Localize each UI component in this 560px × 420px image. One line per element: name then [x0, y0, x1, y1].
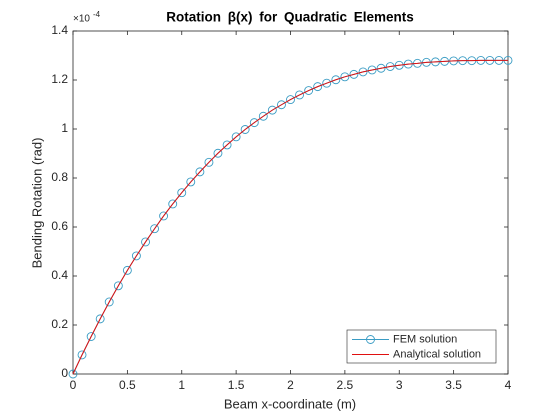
data-point — [213, 148, 223, 158]
x-tick-label: 2 — [287, 378, 294, 392]
y-tick-label: 0.6 — [51, 219, 68, 233]
data-point — [150, 224, 160, 234]
data-point — [195, 167, 205, 177]
data-point — [131, 251, 141, 261]
x-tick-label: 4 — [505, 378, 512, 392]
x-tick-label: 3 — [396, 378, 403, 392]
y-tick-label: 0.4 — [51, 268, 68, 282]
data-point — [367, 65, 377, 75]
data-point — [295, 90, 304, 100]
data-point — [86, 332, 96, 341]
data-point — [340, 72, 350, 82]
data-point — [113, 281, 123, 291]
data-point — [168, 199, 178, 209]
y-tick-label: 0 — [61, 366, 68, 380]
data-point — [68, 369, 78, 379]
data-point — [267, 105, 277, 115]
data-point — [122, 265, 132, 275]
chart-title: Rotation β(x) for Quadratic Elements — [166, 10, 414, 25]
data-point — [240, 125, 250, 134]
y-tick-label: 0.8 — [51, 170, 68, 184]
legend-label: FEM solution — [393, 333, 457, 345]
data-point — [222, 140, 232, 150]
data-point — [331, 75, 341, 85]
y-exponent-power: -4 — [93, 10, 101, 19]
data-point — [385, 62, 395, 71]
x-tick-label: 0.5 — [119, 378, 136, 392]
data-point — [95, 314, 105, 324]
data-point — [177, 188, 187, 198]
data-point — [231, 132, 241, 142]
data-point — [204, 157, 214, 167]
series-line — [72, 59, 508, 375]
y-tick-label: 1 — [61, 121, 68, 135]
data-point — [313, 82, 323, 92]
data-point — [186, 177, 196, 187]
data-point — [277, 100, 286, 110]
legend: FEM solution Analytical solution — [346, 329, 497, 364]
data-point — [258, 111, 268, 121]
x-axis-label: Beam x-coordinate (m) — [224, 396, 356, 411]
data-point — [349, 69, 359, 79]
y-exponent-base: ×10 — [73, 14, 90, 25]
y-tick-label: 1.2 — [51, 72, 68, 86]
data-point — [104, 297, 114, 307]
legend-marker — [366, 335, 375, 344]
y-axis-label: Bending Rotation (rad) — [29, 138, 44, 269]
x-tick-label: 2.5 — [337, 378, 354, 392]
x-tick-label: 1 — [178, 378, 185, 392]
y-tick-label: 1.4 — [51, 23, 68, 37]
y-tick-label: 0.2 — [51, 317, 68, 331]
data-point — [376, 63, 386, 73]
x-tick-label: 1.5 — [228, 378, 245, 392]
data-point — [141, 237, 150, 247]
data-point — [249, 118, 259, 128]
data-point — [304, 86, 314, 95]
data-point — [394, 60, 404, 70]
x-tick-label: 3.5 — [445, 378, 462, 392]
legend-label: Analytical solution — [393, 348, 481, 360]
data-point — [322, 78, 332, 88]
data-point — [159, 211, 169, 221]
x-tick-label: 0 — [70, 378, 77, 392]
data-point — [77, 350, 87, 360]
data-point — [286, 95, 295, 105]
data-point — [358, 67, 368, 77]
